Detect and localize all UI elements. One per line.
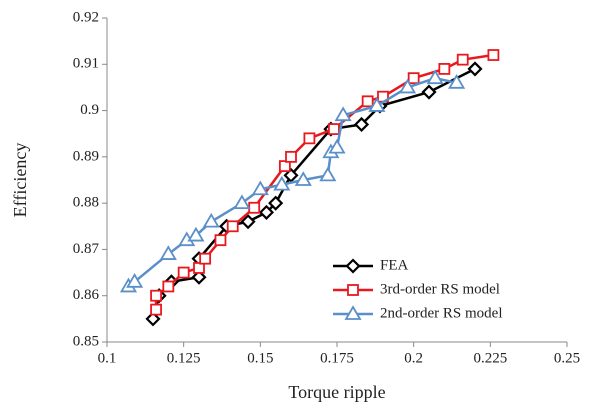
x-tick-label: 0.125 (167, 350, 201, 366)
marker (285, 150, 297, 163)
y-axis-title: Efficiency (10, 143, 30, 218)
y-tick-label: 0.86 (73, 287, 100, 303)
marker (353, 116, 370, 133)
marker (226, 220, 239, 233)
marker (456, 53, 469, 66)
marker (319, 166, 337, 182)
marker (159, 245, 177, 260)
marker (187, 226, 205, 242)
legend-marker (347, 284, 359, 296)
marker (426, 69, 444, 85)
marker (150, 289, 162, 302)
legend-text: 3rd-order RS model (380, 281, 500, 297)
x-tick-label: 0.15 (247, 350, 273, 366)
legend-marker (345, 258, 361, 274)
marker (438, 63, 451, 75)
x-axis-title: Torque ripple (288, 382, 385, 402)
series-line (127, 76, 457, 288)
marker (150, 303, 162, 316)
marker (177, 266, 190, 279)
marker (268, 195, 284, 211)
marker (191, 269, 207, 285)
marker (407, 72, 420, 85)
marker (240, 214, 256, 230)
marker (248, 201, 261, 214)
x-tick-label: 0.1 (98, 350, 117, 366)
marker (303, 132, 316, 145)
marker (162, 280, 175, 293)
marker (273, 175, 291, 191)
legend-text: FEA (380, 257, 409, 273)
marker (202, 212, 220, 228)
y-tick-label: 0.92 (73, 9, 99, 25)
marker (421, 84, 437, 100)
marker (278, 160, 291, 173)
marker (258, 204, 275, 220)
marker (233, 194, 251, 210)
y-tick-label: 0.91 (73, 56, 99, 72)
legend-marker (344, 305, 362, 320)
marker (368, 97, 386, 112)
series-line (154, 53, 494, 310)
y-tick-label: 0.88 (73, 195, 99, 211)
marker (328, 123, 340, 135)
marker (214, 234, 227, 247)
x-tick-label: 0.2 (404, 350, 423, 366)
marker (126, 273, 144, 288)
x-tick-label: 0.225 (473, 350, 507, 366)
x-tick-label: 0.25 (554, 350, 580, 366)
marker (448, 74, 466, 89)
marker (251, 180, 269, 196)
marker (467, 61, 483, 77)
x-tick-label: 0.175 (320, 350, 354, 366)
marker (294, 171, 312, 186)
legend-text: 2nd-order RS model (380, 305, 502, 321)
marker (193, 262, 205, 274)
y-tick-label: 0.85 (73, 333, 99, 349)
marker (328, 138, 346, 154)
marker (334, 106, 352, 122)
marker (199, 252, 212, 265)
y-tick-label: 0.89 (73, 148, 99, 164)
marker (487, 49, 500, 61)
marker (361, 95, 374, 108)
y-tick-label: 0.9 (80, 102, 99, 118)
y-tick-label: 0.87 (73, 241, 100, 257)
marker (145, 311, 161, 327)
marker (398, 78, 417, 94)
